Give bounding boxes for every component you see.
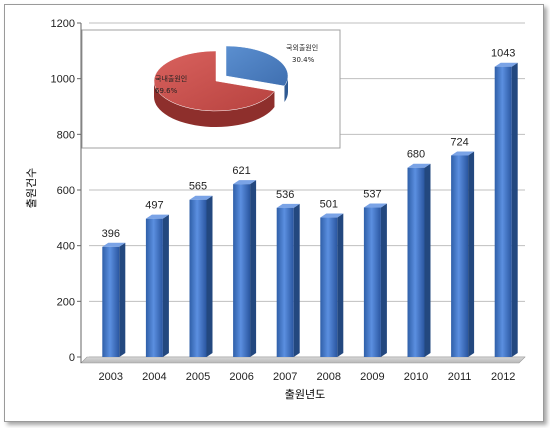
pie-label-domestic: 국내출원인: [155, 74, 187, 83]
chart-floor: [80, 356, 526, 364]
floor-plane: [80, 356, 526, 364]
bar: [276, 207, 294, 357]
bar-top: [102, 242, 126, 247]
y-tick-label: 400: [57, 241, 75, 253]
bar: [189, 199, 207, 357]
axes: [77, 22, 82, 363]
bar-value-label: 501: [320, 199, 338, 211]
bar-value-label: 537: [363, 189, 381, 201]
pie-slice-side: [284, 76, 288, 102]
bar: [407, 167, 425, 357]
y-tick-labels: 0 200 400 600 800 1000 1200: [51, 18, 75, 364]
bar-top: [145, 214, 169, 219]
pie-slice-top: [225, 45, 289, 87]
y-tick-label: 1200: [51, 18, 75, 30]
bar-top: [363, 203, 387, 208]
bar: [102, 246, 120, 357]
bar-side: [337, 213, 344, 357]
pie-label-foreign: 국외출원인: [286, 43, 318, 52]
bar-top: [233, 180, 257, 185]
y-tick-label: 1000: [51, 74, 75, 86]
bar-value-label: 621: [232, 165, 250, 177]
x-tick-label: 2003: [99, 371, 123, 383]
x-axis-title: 출원년도: [285, 388, 325, 401]
y-tick-label: 800: [57, 129, 75, 141]
x-tick-label: 2006: [229, 371, 253, 383]
bar-side: [293, 203, 300, 357]
bar-value-label: 565: [189, 181, 207, 193]
inset-pie-chart: 국외출원인 30.4% 국내출원인 69.6%: [81, 29, 341, 149]
pie-slice-top: [153, 50, 275, 112]
y-tick-label: 0: [69, 352, 75, 364]
y-axis-title: 출원건수: [25, 168, 38, 208]
bar-value-label: 1043: [491, 48, 515, 60]
bar-top: [276, 203, 300, 208]
pie-slices: [153, 45, 289, 128]
value-labels: 396 497 565 621 536 501 537 680 724 1043: [102, 48, 516, 240]
bar-value-label: 536: [276, 189, 294, 201]
bar-value-label: 724: [450, 136, 468, 148]
x-tick-label: 2008: [317, 371, 341, 383]
bar: [494, 66, 512, 357]
bar-side: [119, 242, 126, 357]
bar-side: [162, 214, 169, 357]
bar-side: [380, 203, 387, 357]
bar: [363, 207, 381, 357]
bar-series: [102, 62, 518, 357]
bar-value-label: 497: [145, 200, 163, 212]
bar: [451, 155, 469, 357]
x-tick-label: 2007: [273, 371, 297, 383]
bar-value-label: 680: [407, 149, 425, 161]
bar-top: [189, 195, 213, 200]
x-tick-label: 2009: [360, 371, 384, 383]
bar-side: [468, 151, 475, 357]
x-tick-label: 2010: [404, 371, 428, 383]
bar-top: [494, 62, 518, 67]
bar-top: [407, 163, 431, 168]
pie-slice-0: [225, 45, 289, 102]
y-tick-label: 600: [57, 185, 75, 197]
x-tick-labels: 2003 2004 2005 2006 2007 2008 2009 2010 2011 2012: [99, 371, 516, 383]
bar-value-label: 396: [102, 228, 120, 240]
bar-top: [451, 151, 475, 156]
bar-side: [511, 62, 518, 357]
x-tick-label: 2005: [186, 371, 210, 383]
x-tick-label: 2004: [142, 371, 166, 383]
bar: [320, 217, 338, 357]
pie-slice-1: [153, 50, 275, 128]
pie-slice-side: [154, 81, 275, 128]
bar-top: [320, 213, 344, 218]
bar-side: [206, 195, 213, 357]
pie-value-foreign: 30.4%: [292, 56, 315, 64]
y-tick-label: 200: [57, 296, 75, 308]
pie-value-domestic: 69.6%: [155, 87, 178, 95]
x-tick-label: 2012: [491, 371, 515, 383]
bar: [145, 218, 163, 357]
bar: [233, 184, 251, 357]
bar-side: [424, 163, 431, 357]
bar-side: [250, 180, 257, 357]
chart-frame: 396 497 565 621 536 501 537 680 724 1043 2003 2004…: [4, 4, 544, 422]
x-tick-label: 2011: [448, 371, 472, 383]
